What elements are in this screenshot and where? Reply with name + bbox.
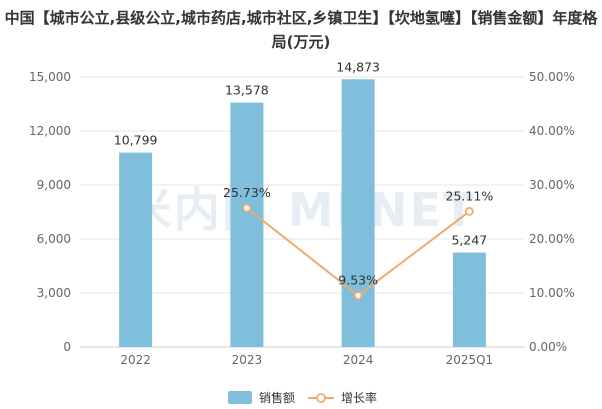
chart-title: 中国【城市公立,县级公立,城市药店,城市社区,乡镇卫生】【坎地氢噻】【销售金额】… — [4, 9, 598, 51]
bar-value-label: 10,799 — [114, 133, 158, 148]
line-series — [242, 203, 474, 300]
bar — [230, 102, 264, 347]
watermark: 米内网 MENET — [126, 183, 477, 237]
bar — [452, 252, 486, 347]
y-right-tick-label: 10.00% — [529, 286, 575, 300]
line-value-label: 9.53% — [338, 273, 378, 288]
y-axis-right: 0.00% 10.00% 20.00% 30.00% 40.00% 50.00% — [529, 70, 575, 354]
y-left-tick-label: 3,000 — [37, 286, 71, 300]
bar — [119, 152, 153, 347]
grid — [80, 76, 525, 348]
y-left-tick-label: 6,000 — [37, 232, 71, 246]
line-value-label: 25.11% — [446, 188, 494, 203]
line-point — [464, 207, 474, 216]
legend-label-sales: 销售额 — [259, 390, 295, 405]
bar-value-label: 13,578 — [225, 83, 269, 98]
y-left-tick-label: 12,000 — [29, 124, 71, 138]
y-right-tick-label: 50.00% — [529, 70, 575, 84]
y-right-tick-label: 40.00% — [529, 124, 575, 138]
bar-series — [119, 79, 486, 347]
bar — [341, 79, 375, 347]
y-left-tick-label: 9,000 — [37, 178, 71, 192]
y-right-tick-label: 30.00% — [529, 178, 575, 192]
line-value-label: 25.73% — [223, 185, 271, 200]
x-axis: 2022 2023 2024 2025Q1 — [120, 353, 493, 367]
legend-label-growth: 增长率 — [341, 390, 377, 405]
x-tick-label: 2022 — [120, 353, 151, 367]
legend: 销售额 增长率 — [228, 390, 377, 405]
y-left-tick-label: 15,000 — [29, 70, 71, 84]
y-axis-left: 0 3,000 6,000 9,000 12,000 15,000 — [29, 70, 71, 354]
x-tick-label: 2024 — [343, 353, 374, 367]
line-point — [242, 203, 252, 213]
watermark-text: 米内网 MENET — [126, 183, 477, 237]
x-tick-label: 2023 — [232, 353, 263, 367]
bar-value-label: 5,247 — [451, 233, 487, 248]
line-point — [353, 291, 363, 300]
bar-value-label: 14,873 — [336, 59, 380, 74]
y-right-tick-label: 0.00% — [529, 340, 567, 354]
x-tick-label: 2025Q1 — [446, 353, 494, 367]
y-right-tick-label: 20.00% — [529, 232, 575, 246]
y-left-tick-label: 0 — [63, 340, 71, 354]
data-labels: 10,799 13,578 14,873 5,247 25.73% 9.53% 25.11% — [114, 59, 494, 287]
legend-marker-growth — [316, 393, 326, 403]
legend-swatch-sales — [228, 391, 252, 404]
